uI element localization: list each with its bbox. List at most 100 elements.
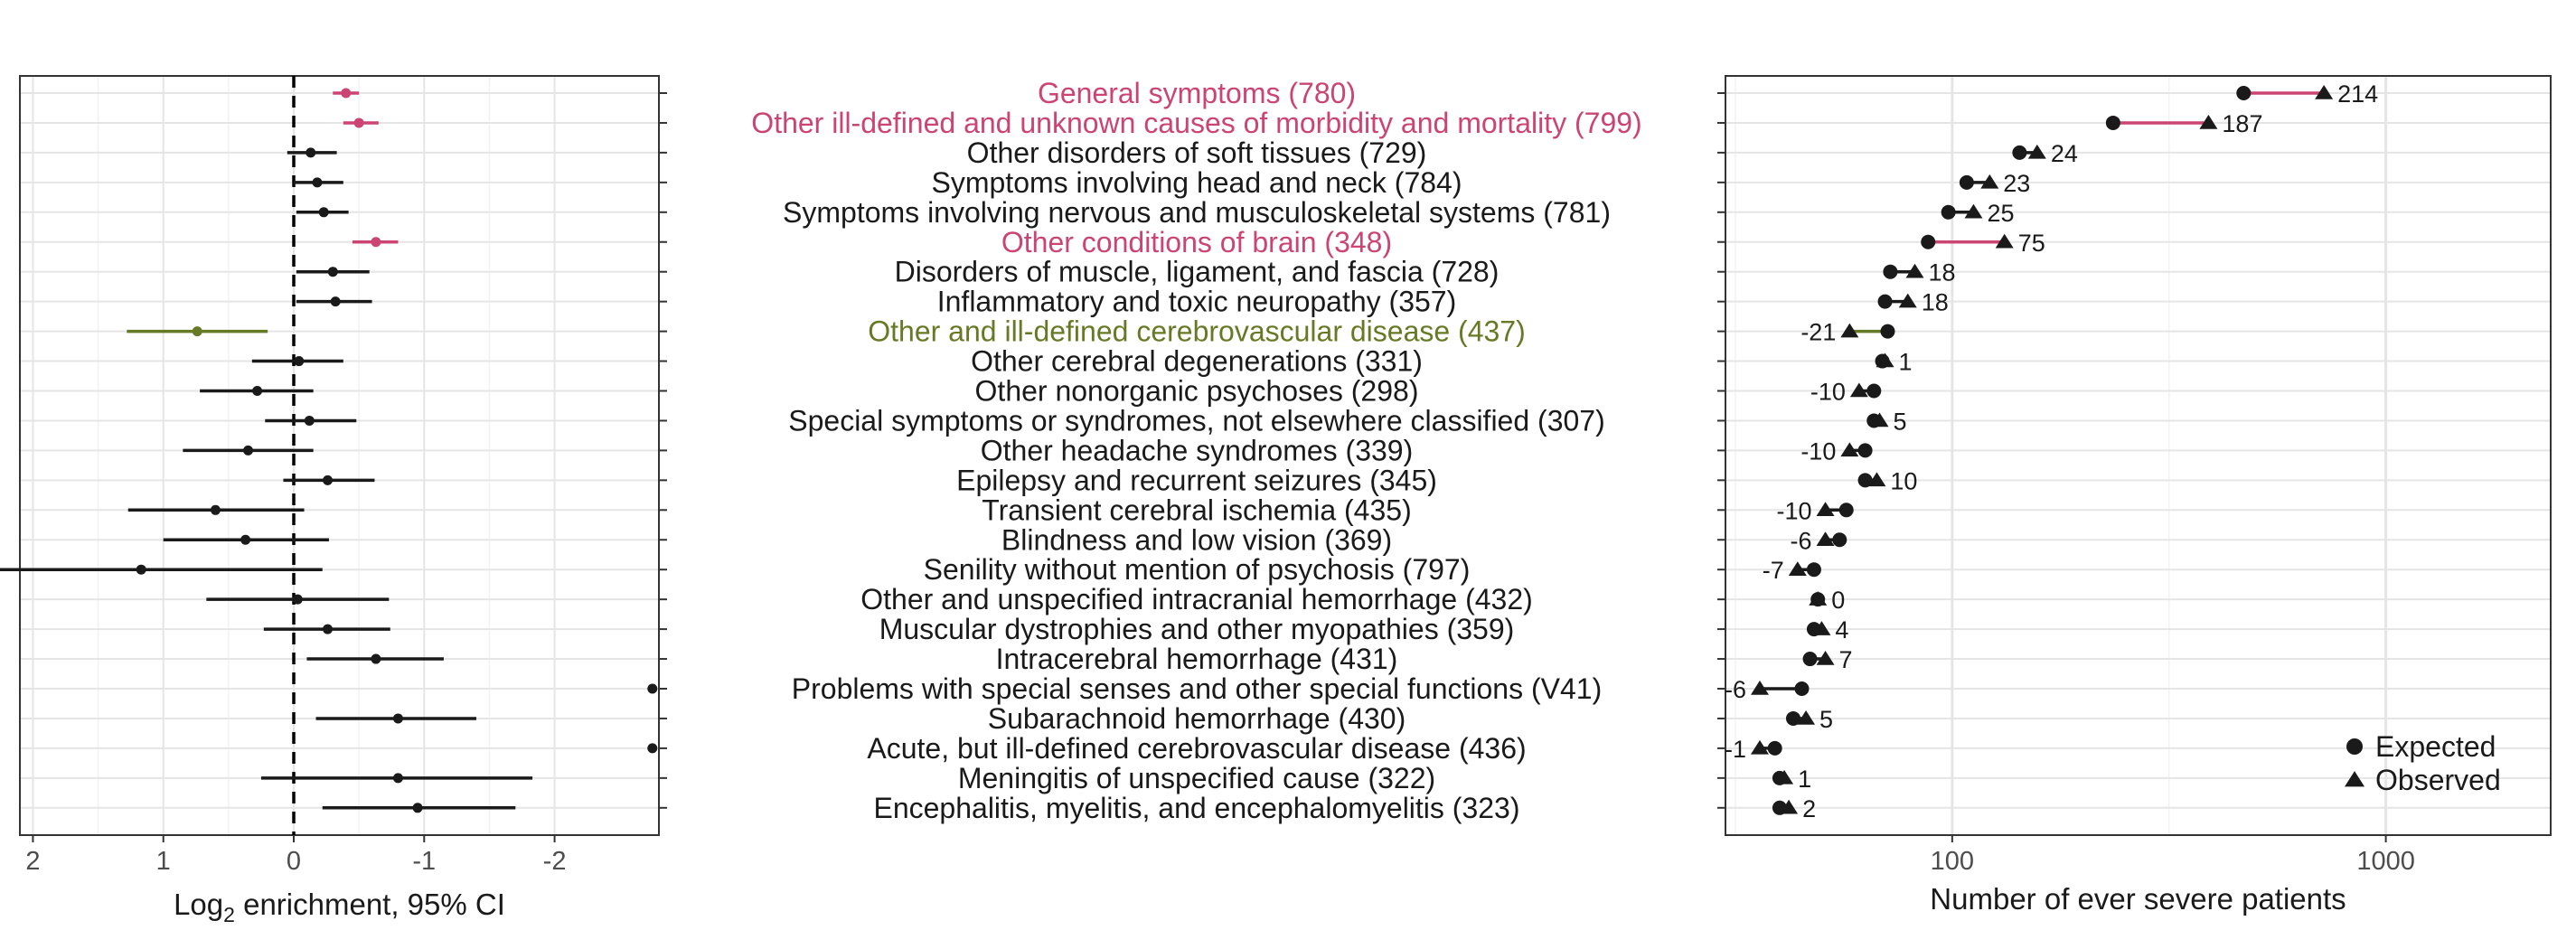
- expected-point: [1880, 324, 1895, 339]
- expected-point: [1877, 294, 1893, 309]
- category-label: Transient cerebral ischemia (435): [982, 493, 1411, 526]
- category-label: Other conditions of brain (348): [1001, 226, 1392, 258]
- category-label: Other headache syndromes (339): [981, 434, 1413, 466]
- expected-point: [1857, 443, 1873, 458]
- category-label: Other disorders of soft tissues (729): [967, 136, 1427, 169]
- point-estimate: [243, 445, 253, 456]
- enrichment-x-axis: 2 1 0 -1 -2: [25, 835, 566, 876]
- point-estimate: [392, 713, 403, 724]
- category-label: Disorders of muscle, ligament, and fasci…: [895, 256, 1500, 288]
- difference-label: 10: [1890, 467, 1917, 494]
- point-estimate: [136, 564, 146, 575]
- category-label: Symptoms involving nervous and musculosk…: [783, 196, 1611, 229]
- expected-point: [1767, 740, 1782, 756]
- legend-label: Expected: [2375, 730, 2496, 763]
- observed-point: [2027, 144, 2046, 159]
- observed-point: [1816, 502, 1835, 517]
- point-estimate: [304, 415, 315, 426]
- point-estimate: [647, 683, 658, 694]
- enrichment-panel: 2 1 0 -1 -2 Log2 enrichment, 95% CI: [0, 75, 660, 926]
- category-label: Other and unspecified intracranial hemor…: [860, 583, 1533, 615]
- observed-point: [1964, 203, 1983, 219]
- enrichment-x-tick-label: -2: [543, 847, 567, 876]
- enrichment-x-tick-label: 0: [287, 847, 301, 876]
- observed-point: [1812, 621, 1831, 635]
- category-label: Muscular dystrophies and other myopathie…: [879, 613, 1515, 645]
- observed-point: [1797, 709, 1816, 725]
- point-estimate: [323, 624, 334, 634]
- category-label: Epilepsy and recurrent seizures (345): [956, 464, 1437, 496]
- enrichment-x-tick-label: 1: [156, 847, 171, 876]
- difference-label: 187: [2222, 110, 2262, 137]
- category-label: Other cerebral degenerations (331): [971, 345, 1423, 378]
- observed-point: [1750, 739, 1769, 755]
- legend-expected-key: [2346, 738, 2363, 755]
- difference-label: -10: [1800, 437, 1836, 465]
- category-label: Intracerebral hemorrhage (431): [996, 643, 1398, 675]
- point-estimate: [294, 356, 305, 367]
- observed-point: [1780, 799, 1799, 814]
- expected-point: [1959, 174, 1974, 190]
- observed-point: [1809, 591, 1828, 606]
- legend-observed-key: [2345, 771, 2364, 787]
- enrichment-x-axis-label-prefix: Log: [174, 888, 223, 921]
- expected-point: [1838, 503, 1854, 518]
- difference-label: 214: [2337, 80, 2378, 108]
- difference-label: -21: [1800, 319, 1836, 346]
- point-estimate: [327, 267, 338, 277]
- observed-point: [1775, 769, 1794, 785]
- observed-point: [1788, 561, 1807, 576]
- category-label: Symptoms involving head and neck (784): [932, 166, 1462, 199]
- enrichment-marks: [0, 76, 658, 835]
- difference-label: 5: [1893, 408, 1906, 435]
- category-label: Other ill-defined and unknown causes of …: [751, 107, 1641, 139]
- point-estimate: [240, 534, 251, 545]
- enrichment-x-tick-label: -1: [412, 847, 436, 876]
- difference-label: 75: [2018, 230, 2045, 257]
- observed-point: [1840, 323, 1859, 338]
- point-estimate: [323, 474, 334, 485]
- difference-label: 18: [1922, 289, 1949, 316]
- category-label: Encephalitis, myelitis, and encephalomye…: [873, 792, 1519, 824]
- patients-x-axis-label: Number of ever severe patients: [1930, 882, 2346, 916]
- enrichment-gridlines: [20, 76, 659, 835]
- category-label: Special symptoms or syndromes, not elsew…: [788, 404, 1604, 437]
- difference-label: 23: [2003, 170, 2030, 197]
- observed-point: [1995, 233, 2014, 249]
- patients-x-tick-label: 1000: [2356, 847, 2415, 876]
- difference-label: -1: [1725, 736, 1746, 763]
- patients-x-tick-label: 100: [1931, 847, 1974, 876]
- point-estimate: [192, 326, 202, 337]
- category-label: Senility without mention of psychosis (7…: [924, 553, 1471, 586]
- expected-point: [1883, 264, 1898, 279]
- patients-marks: 214187242325751818-211-105-1010-10-6-704…: [1725, 80, 2378, 822]
- observed-point: [1876, 352, 1894, 368]
- difference-label: -7: [1763, 557, 1784, 584]
- expected-point: [1866, 383, 1882, 399]
- difference-label: 0: [1831, 587, 1845, 614]
- observed-point: [1898, 293, 1917, 308]
- expected-point: [2012, 145, 2027, 160]
- category-label: Subarachnoid hemorrhage (430): [988, 702, 1406, 735]
- point-estimate: [306, 147, 316, 158]
- patients-x-axis: 100 1000: [1931, 835, 2415, 876]
- category-label: Acute, but ill-defined cerebrovascular d…: [867, 732, 1526, 765]
- observed-point: [1840, 442, 1859, 457]
- observed-point: [1750, 681, 1769, 695]
- observed-point: [1816, 651, 1835, 665]
- point-estimate: [371, 237, 381, 248]
- expected-point: [1802, 652, 1818, 667]
- difference-label: -10: [1810, 379, 1846, 406]
- point-estimate: [330, 296, 341, 307]
- difference-label: 25: [1987, 200, 2014, 227]
- legend-label: Observed: [2375, 764, 2501, 796]
- expected-point: [1794, 681, 1810, 696]
- category-label: Problems with special senses and other s…: [792, 672, 1602, 705]
- expected-point: [1857, 473, 1873, 488]
- difference-label: -6: [1725, 676, 1746, 703]
- patients-panel-frame: [1725, 75, 2552, 836]
- category-label: Other nonorganic psychoses (298): [975, 375, 1419, 408]
- category-label: Blindness and low vision (369): [1001, 523, 1392, 556]
- difference-label: 2: [1802, 795, 1816, 822]
